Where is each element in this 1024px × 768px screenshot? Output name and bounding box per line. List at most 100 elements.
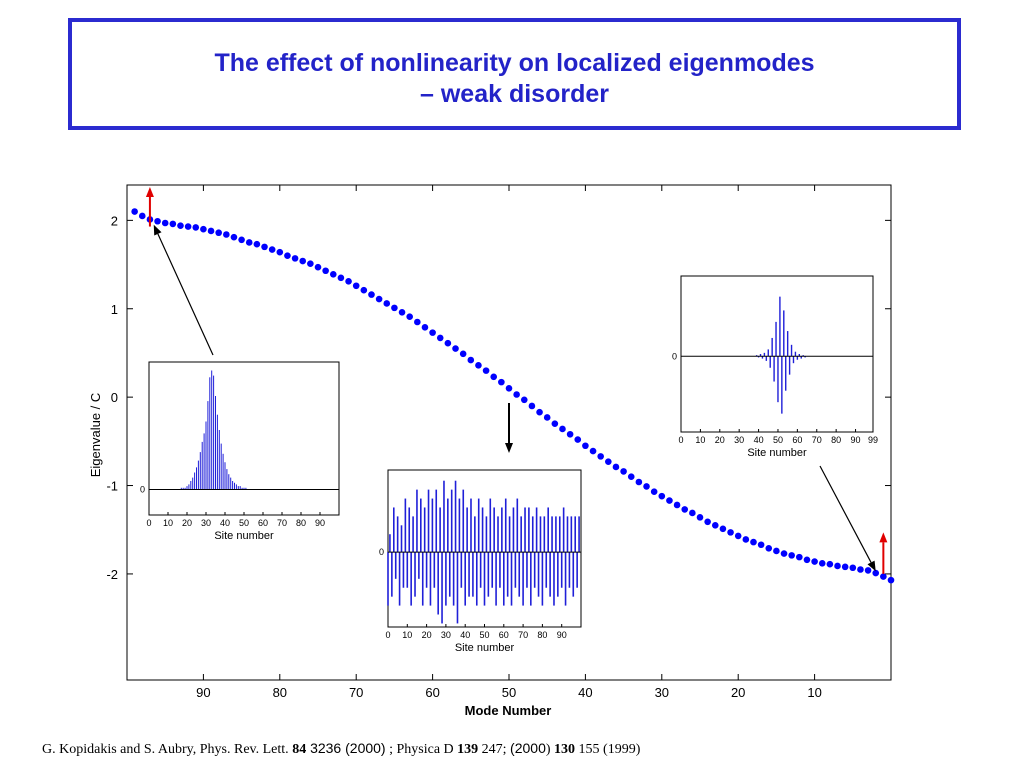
eigenvalue-point [161,219,169,227]
eigenvalue-point [543,414,551,421]
inset-x-tick-label: 30 [201,518,211,528]
inset-x-tick-label: 80 [296,518,306,528]
eigenvalue-point [444,339,452,347]
inset-x-tick-label: 10 [695,435,705,445]
eigenvalue-point [696,514,704,521]
eigenvalue-point [131,208,138,215]
eigenvalue-point [138,212,146,220]
eigenvalue-point [223,231,230,238]
eigenvalue-point [727,529,734,536]
eigenvalue-point [513,391,520,398]
eigenvalue-point [811,558,818,565]
inset-left-mode-plot: 0 10 20 30 40 50 60 70 80 90 0 Site number [140,361,340,542]
eigenvalue-point [337,274,345,282]
x-tick-label: 10 [807,685,821,700]
eigenvalue-point [207,227,215,235]
inset-x-tick-label: 90 [851,435,861,445]
inset-x-tick-label: 40 [754,435,764,445]
citation-mid: ; Physica D [385,742,458,757]
eigenvalue-point [528,402,536,410]
eigenvalue-point [658,492,666,500]
red-up-arrow-right [879,532,888,574]
inset-y-tick-label: 0 [140,485,145,495]
eigenvalue-point [559,425,566,433]
eigenvalue-point [238,236,245,244]
citation-vol1: 84 [292,742,307,757]
eigenvalue-point [719,525,727,533]
x-axis-label: Mode Number [465,703,552,718]
eigenvalue-point [291,255,299,262]
eigenvalue-point [215,229,222,237]
eigenvalue-point [887,576,895,584]
eigenvalue-point [605,458,612,465]
citation-page2: 247; [478,742,511,757]
eigenvalue-point [307,260,314,267]
eigenvalue-point [482,367,490,374]
eigenvalue-point [872,569,880,577]
eigenvalue-point [788,552,795,559]
inset-x-axis-label: Site number [455,642,515,654]
eigenvalue-point [704,518,711,526]
eigenvalue-point [551,420,559,427]
eigenvalue-point [169,220,177,228]
inset-x-tick-label: 20 [422,630,432,640]
inset-x-tick-label: 10 [163,518,173,528]
annotation-arrows [145,187,888,574]
citation-authors: G. Kopidakis and S. Aubry, Phys. Rev. Le… [42,742,293,757]
eigenvalue-point [184,223,192,230]
main-plot-points [131,208,895,584]
eigenvalue-point [383,300,391,307]
inset-x-tick-label: 80 [831,435,841,445]
eigenvalue-point [200,225,207,233]
title-box: The effect of nonlinearity on localized … [68,18,961,130]
y-tick-label: 1 [111,302,118,317]
eigenvalue-point [780,550,788,557]
eigenvalue-point [230,233,238,241]
inset-x-tick-label: 70 [812,435,822,445]
eigenvalue-point [345,278,352,285]
inset-x-tick-label: 40 [460,630,470,640]
eigenvalue-point [329,270,337,278]
eigenvalue-point [314,263,322,271]
arrow-left-inset [153,224,214,356]
inset-x-tick-label: 50 [773,435,783,445]
eigenvalue-point [673,501,681,509]
slide-title-line1: The effect of nonlinearity on localized … [214,49,815,77]
x-tick-label: 50 [502,685,516,700]
eigenvalue-point [322,267,329,275]
citation-vol2: 139 [457,742,479,757]
inset-middle-mode-plot: 0 10 20 30 40 50 60 70 80 90 0 Site number [379,469,582,654]
eigenvalue-point [635,478,643,486]
eigenvalue-point [436,334,444,342]
eigenvalue-point [459,350,467,358]
eigenvalue-point [803,556,811,564]
eigenvalue-point [368,291,375,298]
eigenvalue-point [498,378,505,386]
eigenvalue-point [375,295,383,303]
x-tick-label: 40 [578,685,592,700]
eigenvalue-point [574,436,582,443]
eigenvalue-point [398,308,406,316]
inset-x-tick-label: 90 [315,518,325,528]
red-up-arrow-left [145,187,154,227]
inset-x-tick-label: 70 [518,630,528,640]
inset-frame [148,361,340,516]
arrow-middle-inset [505,403,513,453]
x-tick-label: 20 [731,685,745,700]
citation-vol3: 130 [554,742,576,757]
inset-x-tick-label: 20 [715,435,725,445]
eigenvalue-point [826,560,834,568]
eigenvalue-point [261,243,268,251]
eigenvalue-point [452,345,459,352]
inset-x-tick-label: 0 [678,435,683,445]
eigenvalue-point [192,224,200,231]
inset-x-tick-label: 10 [402,630,412,640]
eigenvalue-point [666,497,673,504]
eigenvalue-point [467,356,475,364]
eigenvalue-point [245,239,253,246]
inset-x-axis-label: Site number [747,447,807,459]
eigenvalue-point [177,222,184,229]
inset-right-mode-plot: 0 10 20 30 40 50 60 70 80 90 99 0 Site number [672,275,878,459]
eigenvalue-point [406,313,413,321]
